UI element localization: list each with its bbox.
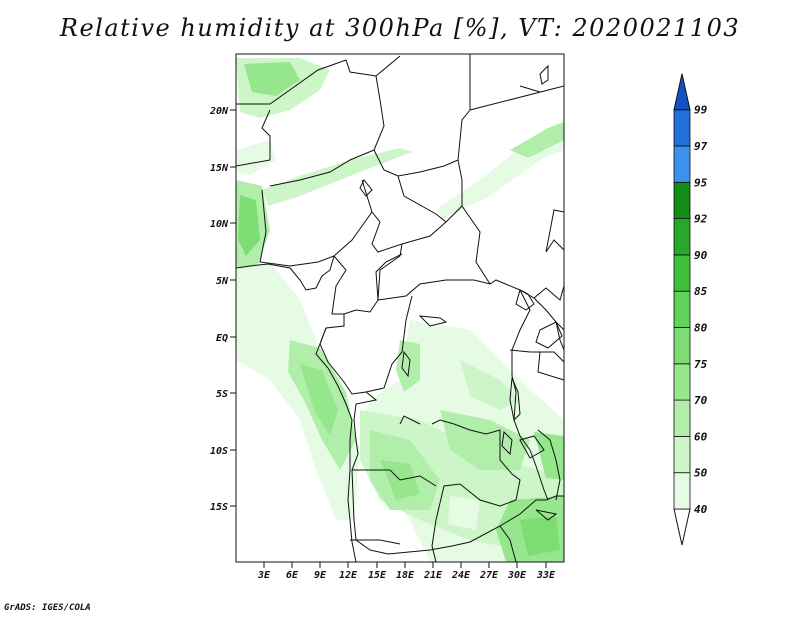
colorbar-label: 99: [694, 104, 708, 117]
map-title: Relative humidity at 300hPa [%], VT: 202…: [59, 14, 741, 42]
colorbar-segment: [673, 254, 691, 292]
lon-label: 18E: [396, 570, 415, 581]
lon-label: 24E: [451, 570, 471, 581]
colorbar-label: 40: [694, 503, 708, 516]
map-frame: [235, 53, 565, 563]
lon-label: 33E: [536, 570, 556, 581]
lon-label: 30E: [507, 570, 527, 581]
colorbar-segment: [673, 181, 691, 220]
lon-label: 9E: [314, 570, 327, 581]
lat-label: 5N: [216, 276, 229, 287]
lat-label: 10N: [210, 219, 229, 230]
lon-label: 27E: [479, 570, 499, 581]
colorbar-segment: [673, 109, 691, 147]
lon-label: 21E: [423, 570, 443, 581]
colorbar-label: 92: [694, 213, 708, 226]
axis-ticks: [230, 109, 547, 568]
colorbar: [673, 73, 691, 546]
colorbar-label: 90: [694, 249, 708, 262]
colorbar-segment: [673, 435, 691, 474]
lat-label: 5S: [216, 389, 228, 400]
grads-credit: GrADS: IGES/COLA: [4, 603, 91, 613]
colorbar-label: 50: [694, 467, 708, 480]
colorbar-labels: 40 50 60 70 75 80 85 90 92 95 97 99: [694, 104, 708, 516]
colorbar-segment: [673, 73, 691, 111]
lat-label: 10S: [210, 446, 228, 457]
colorbar-label: 97: [694, 140, 708, 153]
colorbar-label: 70: [694, 394, 708, 407]
lon-label: 15E: [368, 570, 387, 581]
colorbar-segment: [673, 472, 691, 510]
lat-labels: 20N 15N 10N 5N EQ 5S 10S 15S: [209, 106, 229, 513]
lon-labels: 3E 6E 9E 12E 15E 18E 21E 24E 27E 30E 33E: [257, 570, 556, 581]
humidity-field: [236, 54, 564, 562]
colorbar-label: 60: [694, 430, 708, 443]
lat-label: EQ: [216, 333, 228, 344]
country-borders: [236, 54, 564, 562]
colorbar-label: 75: [694, 358, 708, 371]
colorbar-segment: [673, 327, 691, 365]
lat-label: 15S: [210, 502, 228, 513]
lon-label: 6E: [286, 570, 299, 581]
lon-label: 12E: [339, 570, 358, 581]
colorbar-segment: [673, 218, 691, 256]
colorbar-label: 80: [694, 322, 708, 335]
colorbar-segment: [673, 508, 691, 546]
colorbar-label: 95: [694, 176, 708, 189]
lat-label: 20N: [209, 106, 229, 117]
colorbar-segment: [673, 290, 691, 328]
lon-label: 3E: [257, 570, 271, 581]
colorbar-segment: [673, 145, 691, 183]
colorbar-label: 85: [694, 285, 708, 298]
colorbar-segment: [673, 363, 691, 401]
colorbar-segment: [673, 399, 691, 437]
lat-label: 15N: [210, 163, 229, 174]
